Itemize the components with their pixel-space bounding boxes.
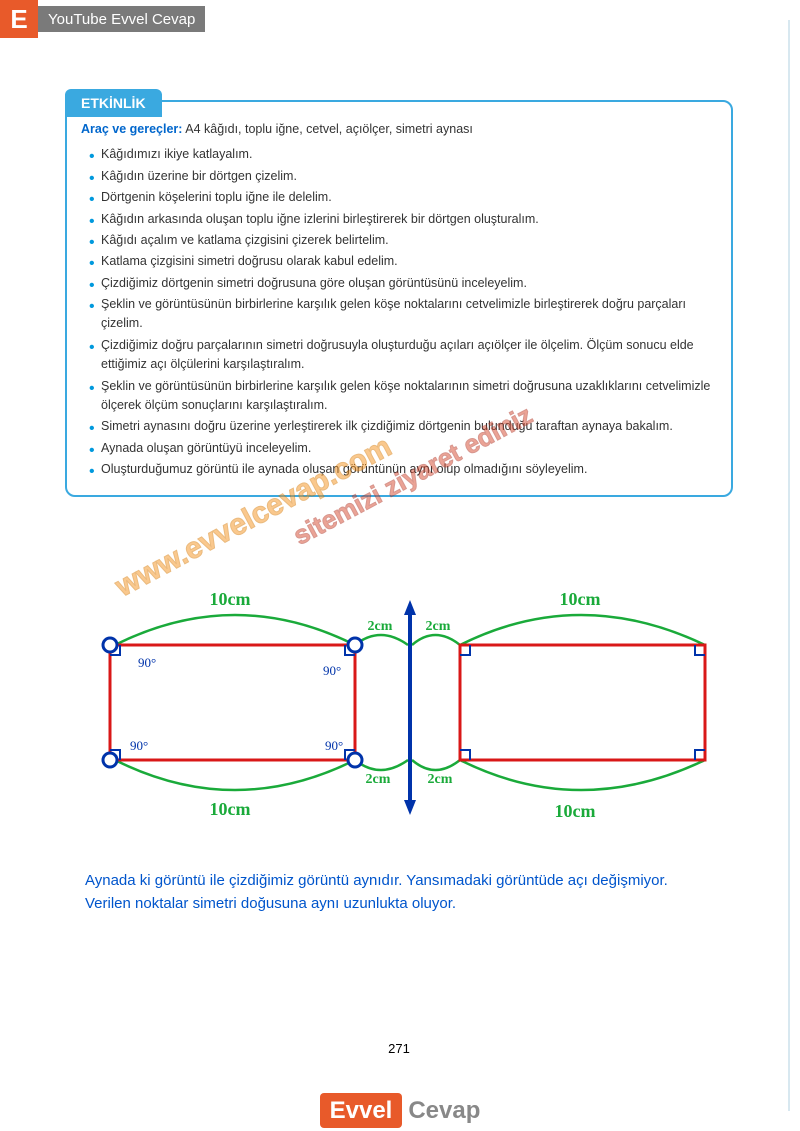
- youtube-label: YouTube Evvel Cevap: [38, 6, 205, 32]
- label-angle: 90°: [325, 738, 343, 753]
- label-gap: 2cm: [426, 619, 451, 634]
- arc-bot-right: [460, 760, 705, 790]
- diagram-svg: 10cm 10cm 10cm 10cm 2cm 2cm 2cm 2cm 90° …: [80, 575, 740, 855]
- site-badge: E: [0, 0, 38, 38]
- list-item: Oluşturduğumuz görüntü ile aynada oluşan…: [81, 460, 717, 479]
- top-bar: E YouTube Evvel Cevap: [0, 0, 205, 38]
- list-item: Şeklin ve görüntüsünün birbirlerine karş…: [81, 377, 717, 416]
- right-rect: [460, 645, 705, 760]
- label-width: 10cm: [210, 589, 251, 609]
- list-item: Çizdiğimiz dörtgenin simetri doğrusuna g…: [81, 274, 717, 293]
- list-item: Kâğıdın üzerine bir dörtgen çizelim.: [81, 167, 717, 186]
- axis-arrow-bot: [404, 800, 416, 815]
- arc-gap-top-right: [412, 635, 460, 645]
- activity-tab: ETKİNLİK: [65, 89, 162, 117]
- tools-label: Araç ve gereçler:: [81, 122, 182, 136]
- axis-arrow-top: [404, 600, 416, 615]
- corner-circle: [348, 753, 362, 767]
- arc-bot-left: [115, 760, 355, 790]
- list-item: Kâğıdı açalım ve katlama çizgisini çizer…: [81, 231, 717, 250]
- logo-cevap: Cevap: [408, 1097, 480, 1124]
- activity-box: ETKİNLİK Araç ve gereçler: A4 kâğıdı, to…: [65, 100, 733, 497]
- corner-circle: [103, 753, 117, 767]
- tools-line: Araç ve gereçler: A4 kâğıdı, toplu iğne,…: [81, 120, 717, 139]
- symmetry-diagram: 10cm 10cm 10cm 10cm 2cm 2cm 2cm 2cm 90° …: [80, 575, 740, 855]
- tools-text: A4 kâğıdı, toplu iğne, cetvel, açıölçer,…: [182, 122, 472, 136]
- list-item: Aynada oluşan görüntüyü inceleyelim.: [81, 439, 717, 458]
- answer-text: Aynada ki görüntü ile çizdiğimiz görüntü…: [85, 870, 703, 915]
- arc-top-right: [460, 615, 705, 645]
- label-angle: 90°: [130, 738, 148, 753]
- label-gap: 2cm: [366, 772, 391, 787]
- arc-gap-bot-right: [412, 760, 460, 770]
- label-angle: 90°: [138, 655, 156, 670]
- label-gap: 2cm: [428, 772, 453, 787]
- arc-top-left: [115, 615, 355, 645]
- label-width: 10cm: [560, 589, 601, 609]
- label-angle: 90°: [323, 663, 341, 678]
- label-gap: 2cm: [368, 619, 393, 634]
- list-item: Katlama çizgisini simetri doğrusu olarak…: [81, 252, 717, 271]
- logo-evvel: Evvel: [320, 1093, 403, 1128]
- list-item: Kâğıdın arkasında oluşan toplu iğne izle…: [81, 210, 717, 229]
- corner-circle: [348, 638, 362, 652]
- page-container: ETKİNLİK Araç ve gereçler: A4 kâğıdı, to…: [10, 20, 790, 1111]
- list-item: Simetri aynasını doğru üzerine yerleştir…: [81, 417, 717, 436]
- list-item: Kâğıdımızı ikiye katlayalım.: [81, 145, 717, 164]
- corner-circle: [103, 638, 117, 652]
- label-width: 10cm: [555, 801, 596, 821]
- list-item: Çizdiğimiz doğru parçalarının simetri do…: [81, 336, 717, 375]
- activity-body: Araç ve gereçler: A4 kâğıdı, toplu iğne,…: [67, 102, 731, 495]
- bottom-logo: EvvelCevap: [0, 1097, 800, 1125]
- instruction-list: Kâğıdımızı ikiye katlayalım. Kâğıdın üze…: [81, 145, 717, 479]
- list-item: Şeklin ve görüntüsünün birbirlerine karş…: [81, 295, 717, 334]
- label-width: 10cm: [210, 799, 251, 819]
- list-item: Dörtgenin köşelerini toplu iğne ile dele…: [81, 188, 717, 207]
- page-number: 271: [10, 1041, 788, 1056]
